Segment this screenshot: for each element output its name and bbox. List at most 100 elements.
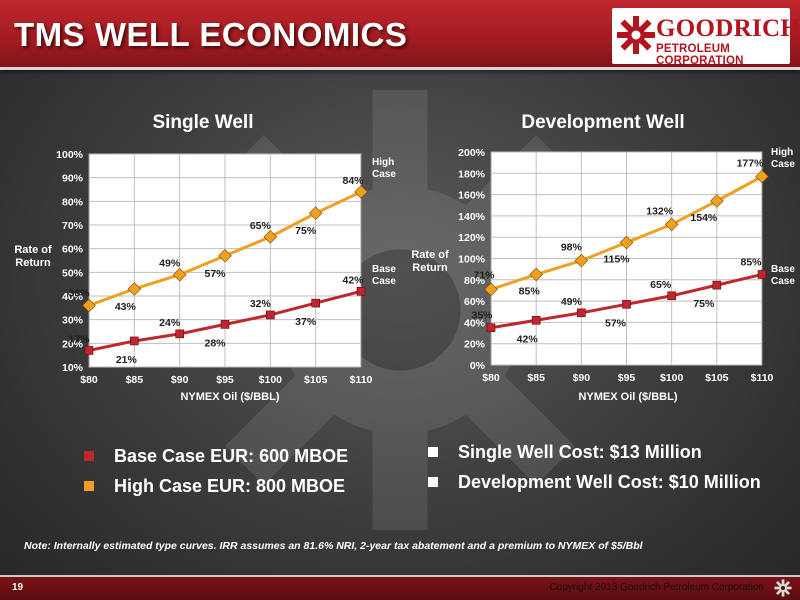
slide-title: TMS WELL ECONOMICS (14, 16, 408, 53)
y-axis-label-line: Rate of (411, 249, 449, 261)
y-axis-label-line: Return (15, 257, 51, 269)
y-tick-label: 0% (470, 360, 486, 372)
data-point (622, 299, 631, 309)
data-point (308, 206, 323, 220)
logo-subtitle: PETROLEUM CORPORATION (656, 43, 744, 67)
y-tick-label: 100% (458, 254, 486, 266)
data-label: 57% (605, 317, 627, 329)
copyright-text: Copyright 2013 Goodrich Petroleum Corpor… (549, 582, 764, 593)
data-point (84, 346, 94, 355)
white-square-icon (428, 447, 438, 457)
y-tick-label: 10% (62, 362, 84, 374)
x-tick-label: $105 (304, 374, 328, 386)
data-point (486, 323, 496, 333)
data-point (755, 169, 769, 184)
data-point (710, 194, 724, 208)
y-tick-label: 90% (62, 173, 84, 185)
series-name-label: High Case (372, 157, 396, 180)
data-label: 84% (342, 175, 364, 187)
data-label: 177% (737, 157, 765, 169)
data-point (757, 270, 767, 279)
data-label: 98% (561, 242, 583, 254)
data-point (531, 315, 541, 325)
y-tick-label: 180% (458, 168, 486, 180)
data-point (354, 185, 368, 199)
orange-square-icon (84, 481, 94, 491)
y-tick-label: 60% (464, 296, 486, 308)
data-point (619, 235, 634, 250)
data-point (664, 217, 679, 232)
bullet-text: Base Case EUR: 600 MBOE (114, 446, 349, 466)
data-label: 21% (116, 354, 138, 366)
data-label: 65% (250, 220, 272, 232)
y-tick-label: 200% (458, 147, 486, 159)
x-axis-label: NYMEX Oil ($/BBL) (578, 391, 677, 403)
series-name-line: Case (771, 276, 795, 287)
x-tick-label: $85 (126, 374, 144, 386)
series-name-label: High Case (771, 147, 795, 170)
data-label: 85% (519, 285, 541, 297)
bullet-base-case-eur: Base Case EUR: 600 MBOE (84, 445, 348, 475)
page-number: 19 (12, 582, 24, 593)
data-label: 75% (295, 225, 317, 237)
x-tick-label: $80 (482, 372, 500, 384)
data-point (574, 253, 589, 268)
bullet-development-well-cost: Development Well Cost: $10 Million (428, 471, 761, 501)
series-name-label: Base Case (771, 264, 795, 287)
bullet-high-case-eur: High Case EUR: 800 MBOE (84, 475, 348, 505)
data-point (484, 282, 498, 297)
data-label: 17% (68, 333, 90, 345)
bullet-text: Development Well Cost: $10 Million (458, 472, 761, 492)
data-label: 42% (517, 333, 539, 345)
x-axis-label: NYMEX Oil ($/BBL) (180, 391, 279, 403)
series-name-line: Case (771, 159, 795, 170)
y-tick-label: 70% (62, 220, 84, 232)
data-label: 35% (471, 310, 493, 322)
eur-bullets: Base Case EUR: 600 MBOE High Case EUR: 8… (84, 445, 348, 505)
data-label: 49% (561, 296, 583, 308)
x-tick-label: $110 (350, 374, 373, 386)
y-tick-label: 20% (62, 338, 84, 350)
series-name-line: Base (372, 264, 396, 275)
footer-bar: 19 Copyright 2013 Goodrich Petroleum Cor… (0, 575, 800, 600)
y-axis-label: Rate of Return (14, 244, 52, 269)
y-tick-label: 20% (464, 339, 486, 351)
data-point (266, 310, 275, 320)
y-tick-label: 60% (62, 244, 84, 256)
x-tick-label: $95 (216, 374, 234, 386)
x-tick-label: $80 (80, 374, 98, 386)
x-tick-label: $85 (527, 372, 545, 384)
y-tick-label: 80% (62, 196, 84, 208)
data-label: 28% (204, 337, 226, 349)
data-point (127, 282, 142, 296)
data-label: 71% (473, 269, 495, 281)
x-tick-label: $90 (573, 372, 591, 384)
cost-bullets: Single Well Cost: $13 Million Developmen… (428, 441, 761, 501)
data-label: 154% (690, 212, 718, 224)
header-bar: TMS WELL ECONOMICS GOODRICH PETROLEUM CO… (0, 0, 800, 70)
bullet-text: Single Well Cost: $13 Million (458, 442, 702, 462)
y-tick-label: 40% (62, 291, 84, 303)
data-point (529, 267, 543, 282)
bullet-single-well-cost: Single Well Cost: $13 Million (428, 441, 761, 471)
series-name-line: Case (372, 169, 396, 180)
y-tick-label: 40% (464, 317, 486, 329)
chart-title: Single Well (152, 112, 253, 133)
x-tick-label: $90 (171, 374, 189, 386)
data-label: 85% (740, 256, 762, 268)
data-label: 42% (342, 274, 364, 286)
data-label: 65% (650, 279, 672, 291)
red-square-icon (84, 451, 94, 461)
data-label: 37% (295, 316, 317, 328)
x-tick-label: $110 (751, 372, 774, 384)
y-tick-label: 80% (464, 275, 486, 287)
data-point (577, 308, 586, 318)
data-point (175, 329, 184, 339)
data-point (263, 230, 278, 244)
company-logo: GOODRICH PETROLEUM CORPORATION (612, 8, 800, 67)
white-square-icon (428, 477, 438, 487)
development-well-chart: Development Well 0% 20% 40% 60% 80% 100% 120% 14… (411, 112, 795, 403)
data-label: 57% (204, 268, 226, 280)
gear-footer-icon (774, 579, 792, 597)
